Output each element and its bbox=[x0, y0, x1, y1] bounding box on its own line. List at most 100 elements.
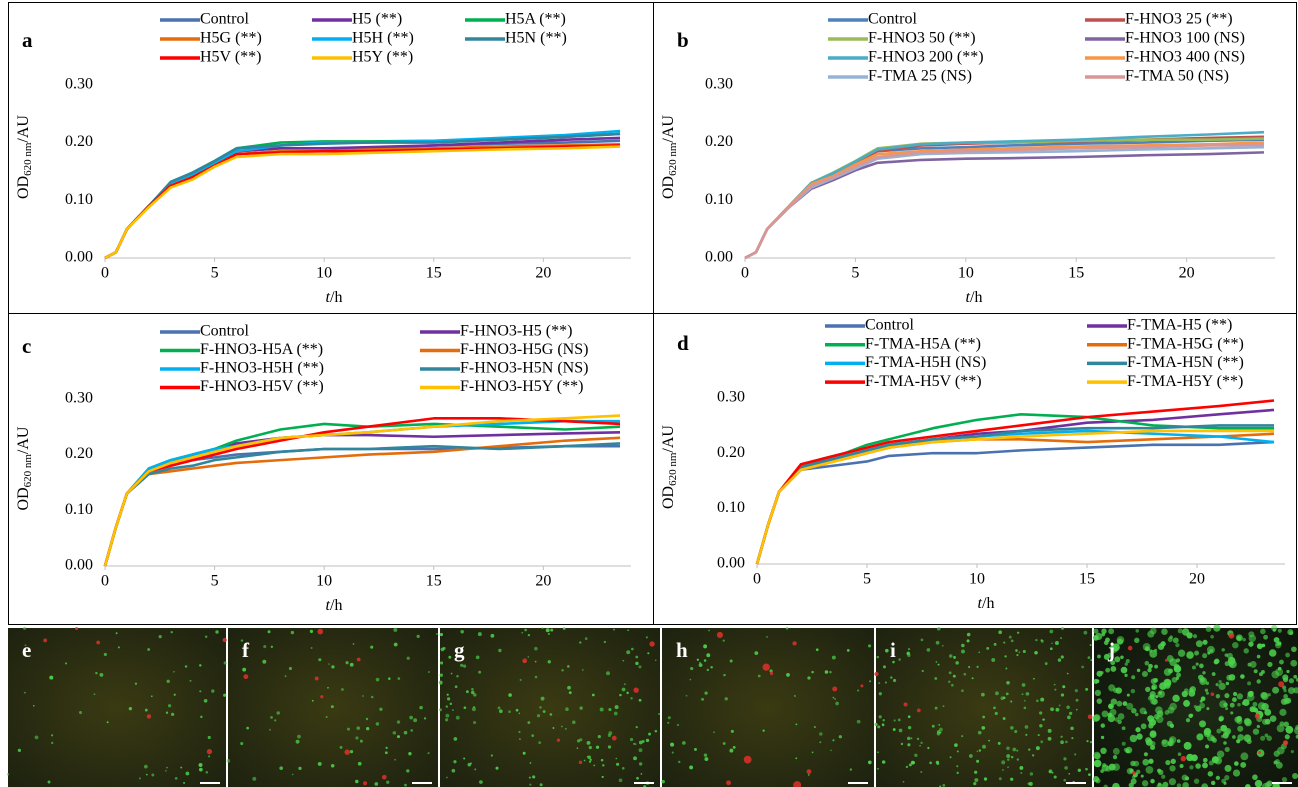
cell-green bbox=[267, 630, 271, 634]
cell-green bbox=[1122, 701, 1128, 706]
cell-green bbox=[1034, 650, 1038, 655]
y-tick-label: 0.30 bbox=[705, 76, 733, 93]
cell-green bbox=[1113, 687, 1119, 694]
cell-green bbox=[1007, 758, 1010, 761]
cell-green bbox=[703, 644, 708, 649]
cell-green bbox=[603, 640, 606, 644]
cell-green bbox=[1161, 739, 1169, 748]
cell-green bbox=[935, 661, 938, 663]
cell-green bbox=[47, 780, 51, 784]
cell-green bbox=[1029, 772, 1034, 776]
cell-green bbox=[1205, 744, 1209, 749]
cell-green bbox=[1081, 665, 1084, 669]
cell-green bbox=[541, 627, 544, 630]
image-panel-label: g bbox=[454, 638, 465, 662]
cell-green bbox=[423, 717, 427, 720]
cell-green bbox=[1096, 670, 1103, 677]
cell-green bbox=[1064, 740, 1068, 744]
cell-green bbox=[499, 709, 503, 714]
cell-green bbox=[240, 741, 244, 746]
cell-green bbox=[1024, 725, 1029, 729]
cell-green bbox=[724, 697, 728, 701]
x-axis-unit: /h bbox=[330, 289, 342, 306]
cell-green bbox=[1294, 726, 1298, 735]
cell-green bbox=[454, 685, 458, 689]
legend-label: H5A (**) bbox=[505, 11, 566, 28]
legend-label: H5H (**) bbox=[352, 30, 414, 47]
cell-green bbox=[284, 675, 287, 678]
cell-green bbox=[907, 743, 911, 747]
cell-red bbox=[832, 686, 838, 692]
cell-green bbox=[811, 751, 814, 754]
cell-green bbox=[986, 646, 990, 650]
cell-green bbox=[1150, 697, 1158, 705]
cell-green bbox=[1105, 765, 1112, 772]
cell-green bbox=[1242, 637, 1246, 642]
cell-red bbox=[356, 657, 361, 662]
cell-green bbox=[1177, 628, 1183, 634]
cell-green bbox=[1185, 718, 1191, 723]
cell-green bbox=[317, 761, 322, 766]
cell-green bbox=[451, 768, 456, 773]
cell-green bbox=[1102, 763, 1107, 768]
cell-green bbox=[1134, 637, 1140, 644]
cell-red bbox=[874, 671, 879, 677]
cell-green bbox=[1256, 654, 1261, 659]
cell-green bbox=[645, 636, 648, 639]
legend-label: F-HNO3 50 (**) bbox=[868, 30, 976, 47]
x-tick-label: 0 bbox=[753, 571, 761, 588]
cell-green bbox=[1240, 752, 1249, 761]
x-tick-label: 15 bbox=[1079, 571, 1095, 588]
cell-green bbox=[549, 713, 553, 716]
cell-green bbox=[473, 693, 477, 697]
series-line bbox=[104, 143, 621, 260]
cell-green bbox=[995, 691, 999, 696]
cell-green bbox=[78, 710, 83, 715]
cell-green bbox=[601, 775, 604, 778]
cell-red bbox=[222, 637, 227, 643]
cell-green bbox=[1249, 661, 1257, 668]
legend-label: F-HNO3-H5A (**) bbox=[200, 341, 323, 358]
x-tick-label: 5 bbox=[211, 265, 219, 282]
cell-green bbox=[1169, 635, 1173, 639]
legend-label: F-HNO3-H5G (NS) bbox=[460, 341, 588, 358]
y-tick-label: 0.00 bbox=[65, 557, 93, 574]
cell-red bbox=[633, 687, 639, 693]
series-line bbox=[744, 143, 1264, 260]
cell-green bbox=[633, 756, 637, 761]
cell-green bbox=[1105, 637, 1110, 643]
cell-green bbox=[1281, 776, 1288, 783]
cell-green bbox=[318, 658, 322, 662]
cell-green bbox=[393, 642, 398, 647]
cell-green bbox=[832, 696, 835, 699]
x-tick-label: 0 bbox=[101, 573, 109, 590]
cell-green bbox=[1163, 668, 1172, 676]
x-tick-label: 5 bbox=[211, 573, 219, 590]
cell-green bbox=[1105, 667, 1111, 673]
series-line bbox=[103, 422, 621, 567]
cell-green bbox=[942, 783, 946, 787]
y-axis-main: OD bbox=[660, 486, 677, 509]
cell-green bbox=[1290, 659, 1298, 667]
cell-green bbox=[1232, 769, 1241, 777]
cell-green bbox=[885, 648, 889, 653]
cell-green bbox=[1131, 708, 1137, 714]
cell-green bbox=[615, 757, 618, 760]
cell-green bbox=[1148, 758, 1154, 764]
cell-green bbox=[793, 694, 796, 697]
cell-green bbox=[1173, 663, 1180, 670]
cell-green bbox=[185, 771, 190, 776]
cell-green bbox=[980, 692, 985, 697]
cell-green bbox=[1189, 687, 1194, 693]
cell-green bbox=[1211, 756, 1219, 764]
cell-green bbox=[856, 719, 861, 724]
cell-green bbox=[966, 639, 970, 643]
legend-label: F-HNO3 400 (NS) bbox=[1125, 49, 1245, 66]
cell-red bbox=[206, 748, 213, 755]
cell-green bbox=[1126, 767, 1134, 775]
cell-green bbox=[106, 721, 109, 724]
cell-green bbox=[689, 765, 694, 770]
cell-green bbox=[1283, 721, 1289, 728]
cell-green bbox=[1124, 673, 1128, 677]
cell-green bbox=[1143, 711, 1148, 715]
